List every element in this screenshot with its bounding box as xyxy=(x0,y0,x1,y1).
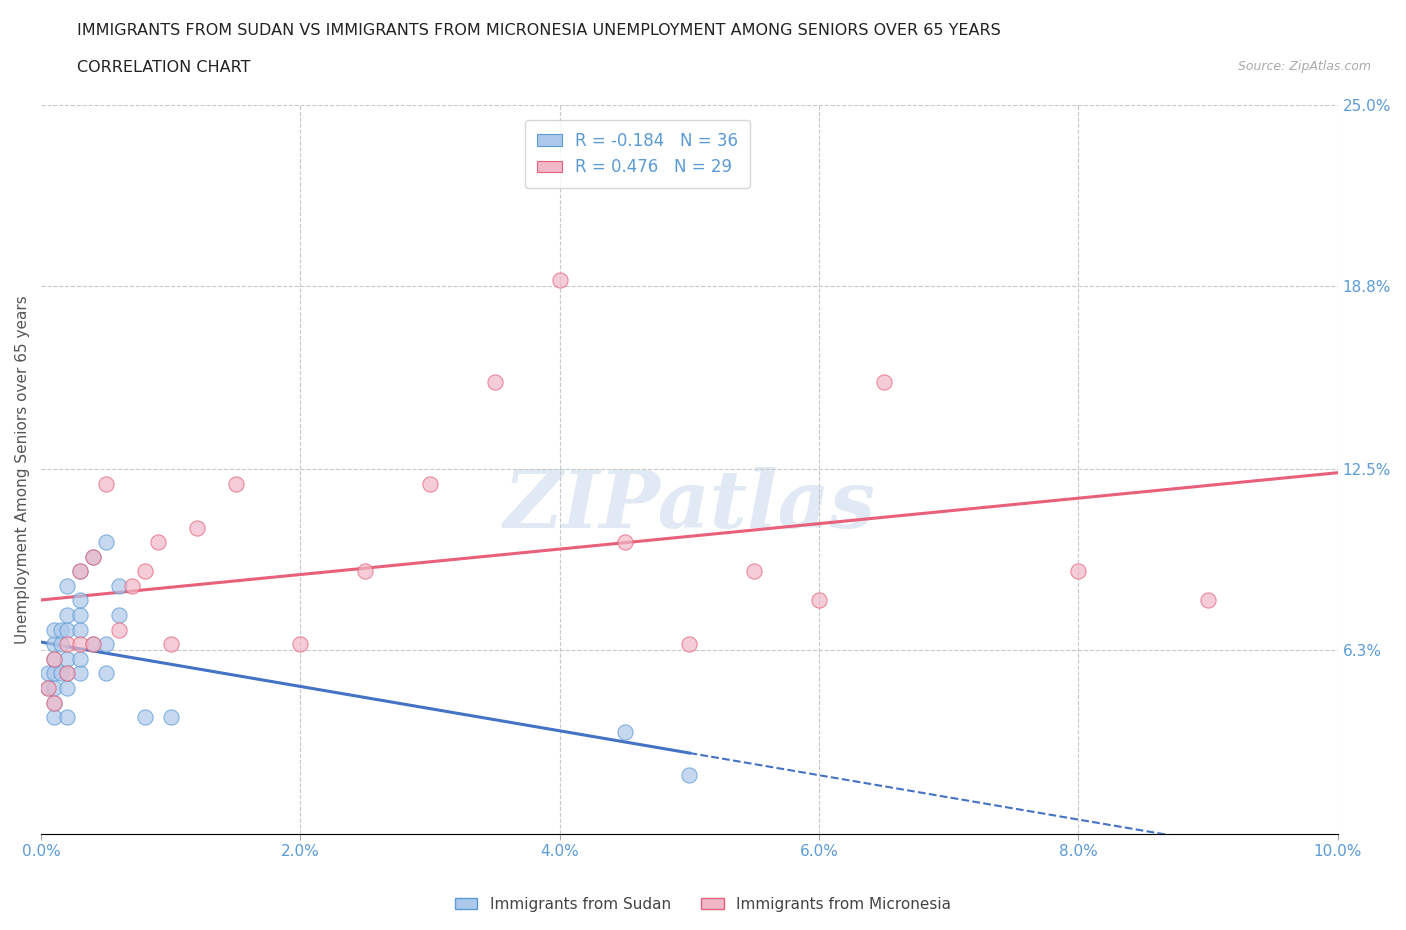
Text: ZIPatlas: ZIPatlas xyxy=(503,467,876,544)
Point xyxy=(42,695,65,710)
Point xyxy=(94,476,117,491)
Point xyxy=(484,374,506,389)
Legend: R = -0.184   N = 36, R = 0.476   N = 29: R = -0.184 N = 36, R = 0.476 N = 29 xyxy=(526,120,749,188)
Point xyxy=(94,535,117,550)
Point xyxy=(56,637,79,652)
Point xyxy=(678,637,700,652)
Point xyxy=(56,622,79,637)
Point xyxy=(121,578,143,593)
Point xyxy=(56,710,79,724)
Point xyxy=(290,637,312,652)
Point xyxy=(42,710,65,724)
Point xyxy=(69,564,91,578)
Point xyxy=(69,637,91,652)
Point xyxy=(82,637,104,652)
Point xyxy=(49,637,72,652)
Point xyxy=(56,651,79,666)
Point xyxy=(186,520,208,535)
Point xyxy=(42,651,65,666)
Point xyxy=(108,578,131,593)
Point xyxy=(69,564,91,578)
Point xyxy=(548,272,571,287)
Point xyxy=(873,374,896,389)
Point xyxy=(56,607,79,622)
Point xyxy=(42,695,65,710)
Point xyxy=(613,724,636,739)
Point xyxy=(82,637,104,652)
Point xyxy=(354,564,377,578)
Legend: Immigrants from Sudan, Immigrants from Micronesia: Immigrants from Sudan, Immigrants from M… xyxy=(449,891,957,918)
Point xyxy=(69,651,91,666)
Point xyxy=(1197,593,1219,608)
Point xyxy=(159,710,181,724)
Point xyxy=(159,637,181,652)
Point xyxy=(37,681,59,696)
Point xyxy=(808,593,831,608)
Text: Source: ZipAtlas.com: Source: ZipAtlas.com xyxy=(1237,60,1371,73)
Point xyxy=(37,681,59,696)
Point xyxy=(56,578,79,593)
Point xyxy=(108,622,131,637)
Point xyxy=(56,666,79,681)
Point xyxy=(42,681,65,696)
Point xyxy=(69,666,91,681)
Point xyxy=(225,476,247,491)
Point xyxy=(82,550,104,565)
Point xyxy=(1067,564,1090,578)
Point xyxy=(42,622,65,637)
Point xyxy=(56,681,79,696)
Point xyxy=(42,666,65,681)
Point xyxy=(108,607,131,622)
Point xyxy=(42,651,65,666)
Point xyxy=(37,666,59,681)
Point xyxy=(613,535,636,550)
Point xyxy=(146,535,169,550)
Point xyxy=(69,622,91,637)
Y-axis label: Unemployment Among Seniors over 65 years: Unemployment Among Seniors over 65 years xyxy=(15,295,30,644)
Text: IMMIGRANTS FROM SUDAN VS IMMIGRANTS FROM MICRONESIA UNEMPLOYMENT AMONG SENIORS O: IMMIGRANTS FROM SUDAN VS IMMIGRANTS FROM… xyxy=(77,23,1001,38)
Point xyxy=(94,637,117,652)
Point xyxy=(69,593,91,608)
Point xyxy=(419,476,441,491)
Point xyxy=(742,564,765,578)
Point xyxy=(42,637,65,652)
Point xyxy=(94,666,117,681)
Text: CORRELATION CHART: CORRELATION CHART xyxy=(77,60,250,75)
Point xyxy=(49,622,72,637)
Point xyxy=(69,607,91,622)
Point xyxy=(134,564,156,578)
Point xyxy=(49,666,72,681)
Point xyxy=(678,768,700,783)
Point xyxy=(82,550,104,565)
Point xyxy=(134,710,156,724)
Point xyxy=(56,666,79,681)
